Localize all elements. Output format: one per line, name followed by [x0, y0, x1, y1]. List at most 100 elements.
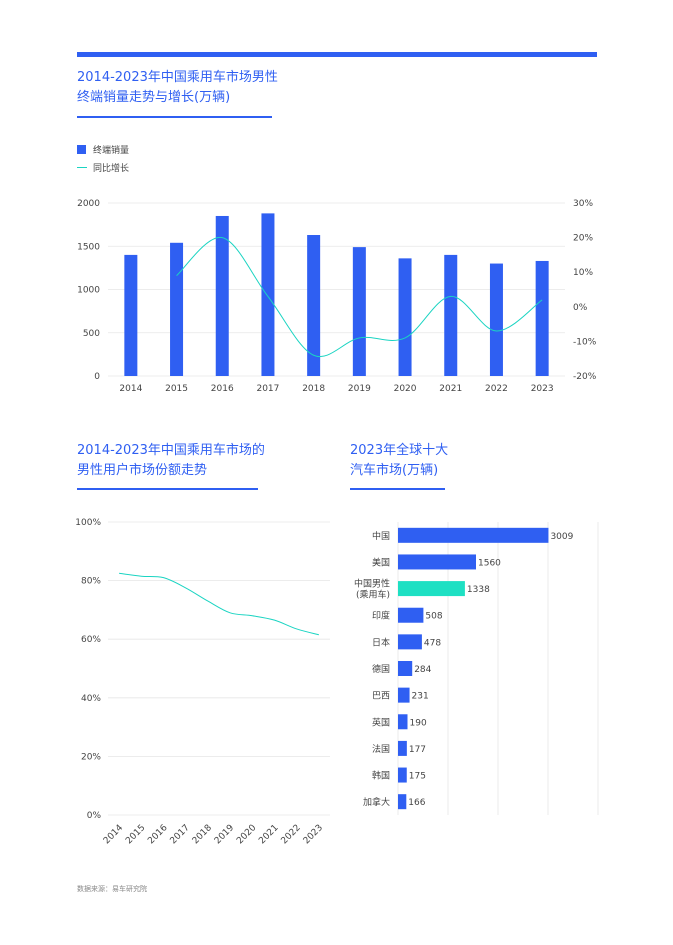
chart1-title: 2014-2023年中国乘用车市场男性 终端销量走势与增长(万辆) [77, 68, 278, 108]
c3-bar [398, 794, 407, 810]
c3-bar [398, 767, 407, 783]
c3-value-label: 166 [408, 798, 425, 808]
c2-x-tick: 2016 [146, 823, 169, 846]
c3-value-label: 231 [412, 692, 429, 702]
c3-value-label: 3009 [550, 532, 573, 542]
c3-category-label: 巴西 [372, 691, 390, 702]
c2-y-tick: 80% [81, 577, 101, 587]
legend-bar-label: 终端销量 [93, 146, 130, 156]
c1-bar [352, 247, 366, 376]
c3-bar [398, 687, 410, 703]
chart1-title-line2: 终端销量走势与增长(万辆) [77, 90, 231, 105]
chart1-title-line1: 2014-2023年中国乘用车市场男性 [77, 70, 278, 85]
c3-bar [398, 740, 407, 756]
c3-bar [398, 714, 408, 730]
c2-y-tick: 20% [81, 752, 101, 762]
c3-value-label: 1560 [478, 558, 501, 568]
c1-growth-line [176, 237, 543, 358]
c3-category-label: 中国男性 [354, 578, 390, 590]
c1-x-tick: 2015 [165, 384, 188, 394]
c1-x-tick: 2016 [211, 384, 234, 394]
c3-category-label: 加拿大 [363, 796, 390, 808]
c1-right-tick: 20% [573, 234, 593, 244]
chart2-title: 2014-2023年中国乘用车市场的 男性用户市场份额走势 [77, 441, 265, 481]
legend-line-swatch [77, 166, 87, 169]
c3-category-label: 英国 [372, 716, 390, 728]
c1-right-tick: 30% [573, 199, 593, 209]
c2-share-line [119, 572, 320, 636]
c3-bar [398, 607, 424, 623]
c1-bar [535, 260, 549, 376]
c1-x-tick: 2023 [531, 384, 554, 394]
c1-bar [307, 235, 321, 376]
c1-x-tick: 2018 [302, 384, 325, 394]
c1-right-tick: -10% [573, 337, 597, 347]
c3-value-label: 478 [424, 638, 441, 648]
c3-category-label: 美国 [372, 556, 390, 568]
chart3-title-line2: 汽车市场(万辆) [350, 463, 439, 478]
c3-value-label: 508 [425, 612, 442, 622]
c1-left-tick: 1500 [77, 242, 100, 252]
c3-value-label: 177 [409, 745, 426, 755]
c3-category-label: 韩国 [372, 770, 390, 782]
legend-bar-swatch [77, 145, 86, 154]
c1-x-tick: 2014 [119, 384, 142, 394]
c3-category-label: 中国 [372, 530, 390, 542]
c1-x-tick: 2021 [439, 384, 462, 394]
c3-category-label: 印度 [372, 610, 390, 622]
c2-x-tick: 2018 [191, 823, 214, 846]
c1-left-tick: 0 [94, 372, 100, 382]
legend-line-label: 同比增长 [93, 164, 130, 174]
c1-bar [489, 263, 503, 376]
c3-bar [398, 554, 476, 570]
c3-category-label: 德国 [372, 663, 390, 675]
c3-bar [398, 634, 422, 650]
data-source-note: 数据来源：易车研究院 [77, 885, 147, 893]
c3-category-label: 日本 [372, 636, 390, 648]
c3-bar [398, 661, 413, 676]
c1-bar [261, 213, 275, 376]
c2-x-tick: 2022 [280, 823, 303, 846]
chart3-title: 2023年全球十大 汽车市场(万辆) [350, 441, 448, 481]
c2-x-tick: 2015 [124, 823, 147, 846]
chart3-title-underline [350, 488, 445, 490]
c1-x-tick: 2022 [485, 384, 508, 394]
c2-x-tick: 2017 [169, 823, 192, 846]
c1-left-tick: 1000 [77, 286, 100, 296]
c3-category-label: 法国 [372, 743, 390, 755]
c2-x-tick: 2021 [257, 823, 280, 846]
c2-y-tick: 60% [81, 635, 101, 645]
c1-bar [444, 254, 458, 376]
legend-line-entry: 同比增长 [77, 161, 129, 174]
c2-x-tick: 2023 [302, 823, 325, 846]
c3-value-label: 190 [410, 718, 427, 728]
c1-right-tick: 10% [573, 268, 593, 278]
c1-x-tick: 2019 [348, 384, 371, 394]
c1-bar [170, 242, 184, 376]
c2-y-tick: 0% [87, 811, 102, 821]
chart3-title-line1: 2023年全球十大 [350, 443, 449, 458]
c3-category-label: (乘用车) [356, 589, 390, 601]
c2-x-tick: 2020 [235, 823, 258, 846]
c3-bar [398, 581, 465, 597]
chart2-title-line1: 2014-2023年中国乘用车市场的 [77, 443, 265, 458]
c3-value-label: 1338 [467, 585, 490, 595]
top-accent-bar [77, 52, 597, 57]
c1-left-tick: 2000 [77, 199, 100, 209]
c1-right-tick: -20% [573, 372, 597, 382]
chart2-title-line2: 男性用户市场份额走势 [77, 463, 208, 478]
c3-value-label: 175 [409, 772, 426, 782]
c2-x-tick: 2019 [213, 823, 236, 846]
c2-x-tick: 2014 [102, 823, 125, 846]
c2-y-tick: 40% [81, 694, 101, 704]
c3-bar [398, 527, 549, 543]
c2-y-tick: 100% [75, 518, 101, 528]
c1-bar [124, 254, 138, 376]
c1-right-tick: 0% [573, 303, 588, 313]
chart2-title-underline [77, 488, 258, 490]
chart1-title-underline [77, 116, 272, 118]
c1-bar [215, 215, 229, 376]
c1-bar [398, 258, 412, 376]
c1-x-tick: 2017 [256, 384, 279, 394]
